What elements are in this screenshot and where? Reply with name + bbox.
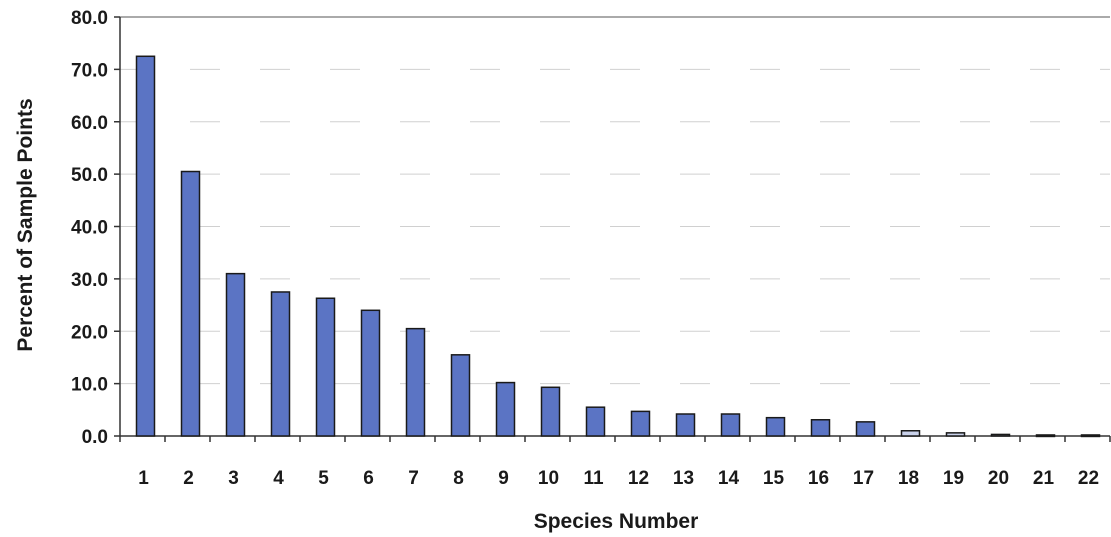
bar-species-16	[810, 419, 831, 437]
x-tick-label: 12	[628, 468, 649, 489]
y-tick-label: 30.0	[71, 270, 108, 291]
y-tick-label: 70.0	[71, 60, 108, 81]
x-tick-label: 18	[898, 468, 919, 489]
x-tick-label: 1	[138, 468, 149, 489]
bar-species-2	[180, 170, 201, 437]
x-tick-label: 4	[273, 468, 284, 489]
bar-species-9	[495, 381, 516, 437]
x-tick-label: 22	[1078, 468, 1099, 489]
bars	[135, 55, 1101, 438]
bar-species-7	[405, 327, 426, 437]
bar-species-17	[855, 421, 876, 437]
x-tick-label: 17	[853, 468, 874, 489]
bar-species-10	[540, 386, 561, 437]
y-axis-title: Percent of Sample Points	[14, 98, 37, 351]
bar-species-14	[720, 413, 741, 437]
bar-species-19	[945, 432, 966, 437]
bar-species-20	[990, 433, 1011, 437]
bar-species-13	[675, 413, 696, 437]
x-tick-label: 3	[228, 468, 239, 489]
x-tick-label: 16	[808, 468, 829, 489]
y-tick-label: 80.0	[71, 8, 108, 29]
x-tick-label: 21	[1033, 468, 1055, 489]
bar-species-3	[225, 272, 246, 437]
x-tick-label: 5	[318, 468, 329, 489]
bar-species-8	[450, 354, 471, 437]
x-tick-label: 20	[988, 468, 1009, 489]
y-tick-label: 0.0	[82, 427, 108, 448]
bar-species-12	[630, 410, 651, 437]
x-axis-ticks: 1 2 3 4 5 6 7 8 9 10 11 12 13 14 15 16 17 18 19 20 21 22	[119, 436, 1111, 489]
y-tick-label: 50.0	[71, 165, 108, 186]
bar-species-4	[270, 291, 291, 437]
y-tick-label: 60.0	[71, 113, 108, 134]
x-tick-label: 14	[718, 468, 740, 489]
gridlines	[120, 68, 1110, 385]
y-tick-label: 20.0	[71, 322, 108, 343]
x-tick-label: 6	[363, 468, 374, 489]
bar-species-21	[1035, 434, 1056, 438]
bar-species-22	[1080, 434, 1101, 438]
x-tick-label: 2	[183, 468, 194, 489]
x-tick-label: 13	[673, 468, 694, 489]
x-tick-label: 11	[583, 468, 604, 489]
x-tick-label: 19	[943, 468, 964, 489]
x-axis-title: Species Number	[534, 510, 699, 533]
x-tick-label: 9	[498, 468, 509, 489]
x-tick-label: 7	[408, 468, 419, 489]
bar-species-1	[135, 55, 156, 437]
y-axis-ticks: 0.0 10.0 20.0 30.0 40.0 50.0 60.0 70.0 80.0	[71, 8, 120, 448]
bar-species-18	[900, 430, 921, 437]
bar-species-15	[765, 416, 786, 437]
bar-species-6	[360, 309, 381, 437]
y-tick-label: 40.0	[71, 218, 108, 239]
bar-species-11	[585, 406, 606, 437]
x-tick-label: 10	[538, 468, 559, 489]
x-tick-label: 15	[763, 468, 785, 489]
y-tick-label: 10.0	[71, 375, 108, 396]
bar-species-5	[315, 297, 336, 437]
x-tick-label: 8	[453, 468, 464, 489]
